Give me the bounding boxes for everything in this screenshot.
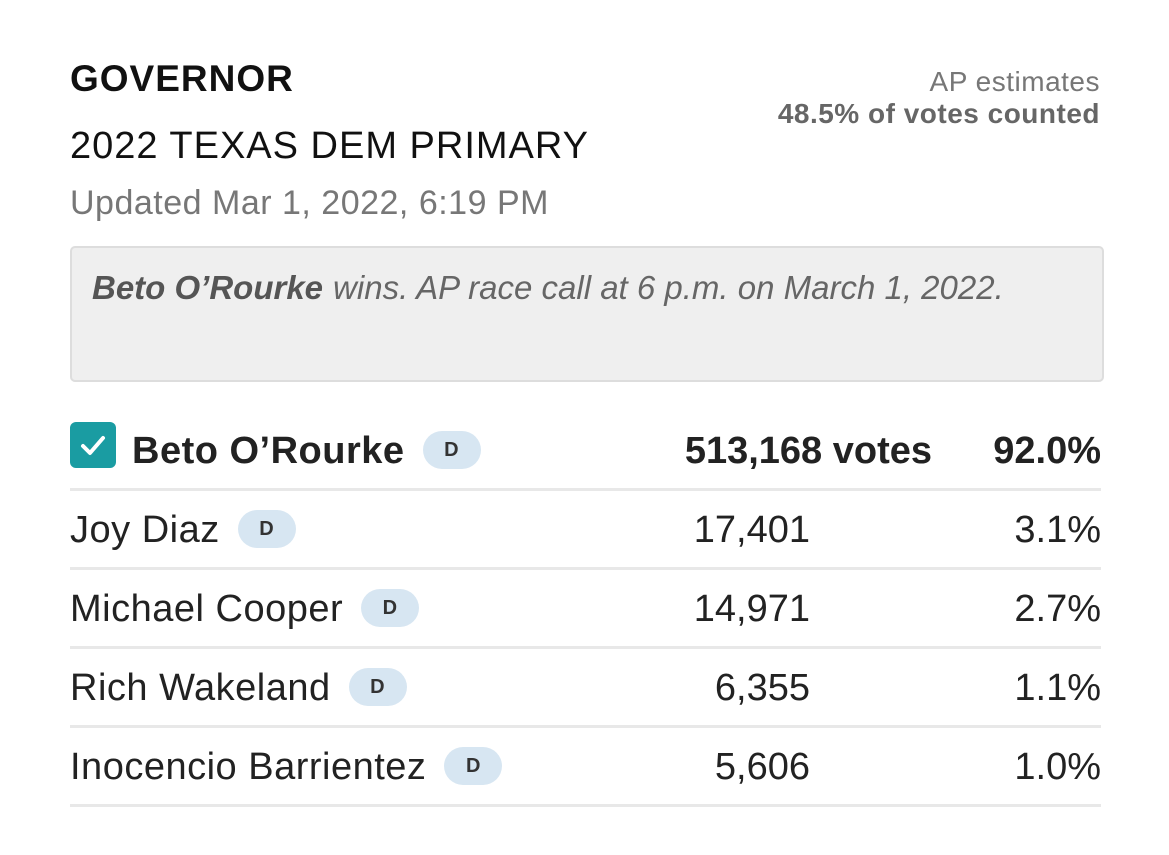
candidate-name-cell: Michael Cooper D <box>70 588 420 631</box>
candidate-row: Joy Diaz D 17,401 3.1% <box>70 491 1101 570</box>
results-table: Beto O’Rourke D 513,168 votes 92.0% Joy Diaz… <box>70 412 1101 807</box>
race-call: Beto O’Rourke wins. AP race call at 6 p.m… <box>70 246 1104 382</box>
vote-percent: 3.1% <box>1014 509 1101 551</box>
vote-percent: 1.0% <box>1014 746 1101 788</box>
candidate-name-cell: Beto O’Rourke D <box>132 430 481 473</box>
vote-count: 17,401 <box>693 509 810 551</box>
vote-count: 513,168 votes <box>684 430 932 472</box>
winner-check <box>70 422 116 468</box>
candidate-name: Joy Diaz <box>70 509 220 551</box>
party-badge: D <box>444 746 503 785</box>
office-title: GOVERNOR <box>70 58 294 99</box>
vote-percent: 2.7% <box>1014 588 1101 630</box>
vote-percent: 92.0% <box>993 430 1101 472</box>
candidate-row: Michael Cooper D 14,971 2.7% <box>70 570 1101 649</box>
party-badge: D <box>361 588 420 627</box>
winner-name: Beto O’Rourke <box>92 269 324 306</box>
estimate-source: AP estimates <box>929 66 1100 97</box>
party-badge: D <box>422 430 481 469</box>
vote-count: 6,355 <box>714 667 810 709</box>
candidate-row: Beto O’Rourke D 513,168 votes 92.0% <box>70 412 1101 491</box>
vote-count: 14,971 <box>693 588 810 630</box>
party-badge: D <box>237 509 296 548</box>
candidate-row: Rich Wakeland D 6,355 1.1% <box>70 649 1101 728</box>
vote-percent: 1.1% <box>1014 667 1101 709</box>
votes-counted: 48.5% of votes counted <box>777 98 1100 129</box>
updated-time: Updated Mar 1, 2022, 6:19 PM <box>70 184 549 222</box>
vote-count: 5,606 <box>714 746 810 788</box>
candidate-name-cell: Rich Wakeland D <box>70 667 407 710</box>
candidate-name: Michael Cooper <box>70 588 344 630</box>
race-name: 2022 TEXAS DEM PRIMARY <box>70 125 590 167</box>
candidate-name: Beto O’Rourke <box>132 430 405 472</box>
race-call-text: wins. AP race call at 6 p.m. on March 1,… <box>333 269 1004 306</box>
check-icon <box>81 436 105 455</box>
candidate-row: Inocencio Barrientez D 5,606 1.0% <box>70 728 1101 807</box>
party-badge: D <box>348 667 407 706</box>
candidate-name-cell: Inocencio Barrientez D <box>70 746 503 789</box>
candidate-name-cell: Joy Diaz D <box>70 509 296 552</box>
candidate-name: Inocencio Barrientez <box>70 746 427 788</box>
candidate-name: Rich Wakeland <box>70 667 331 709</box>
